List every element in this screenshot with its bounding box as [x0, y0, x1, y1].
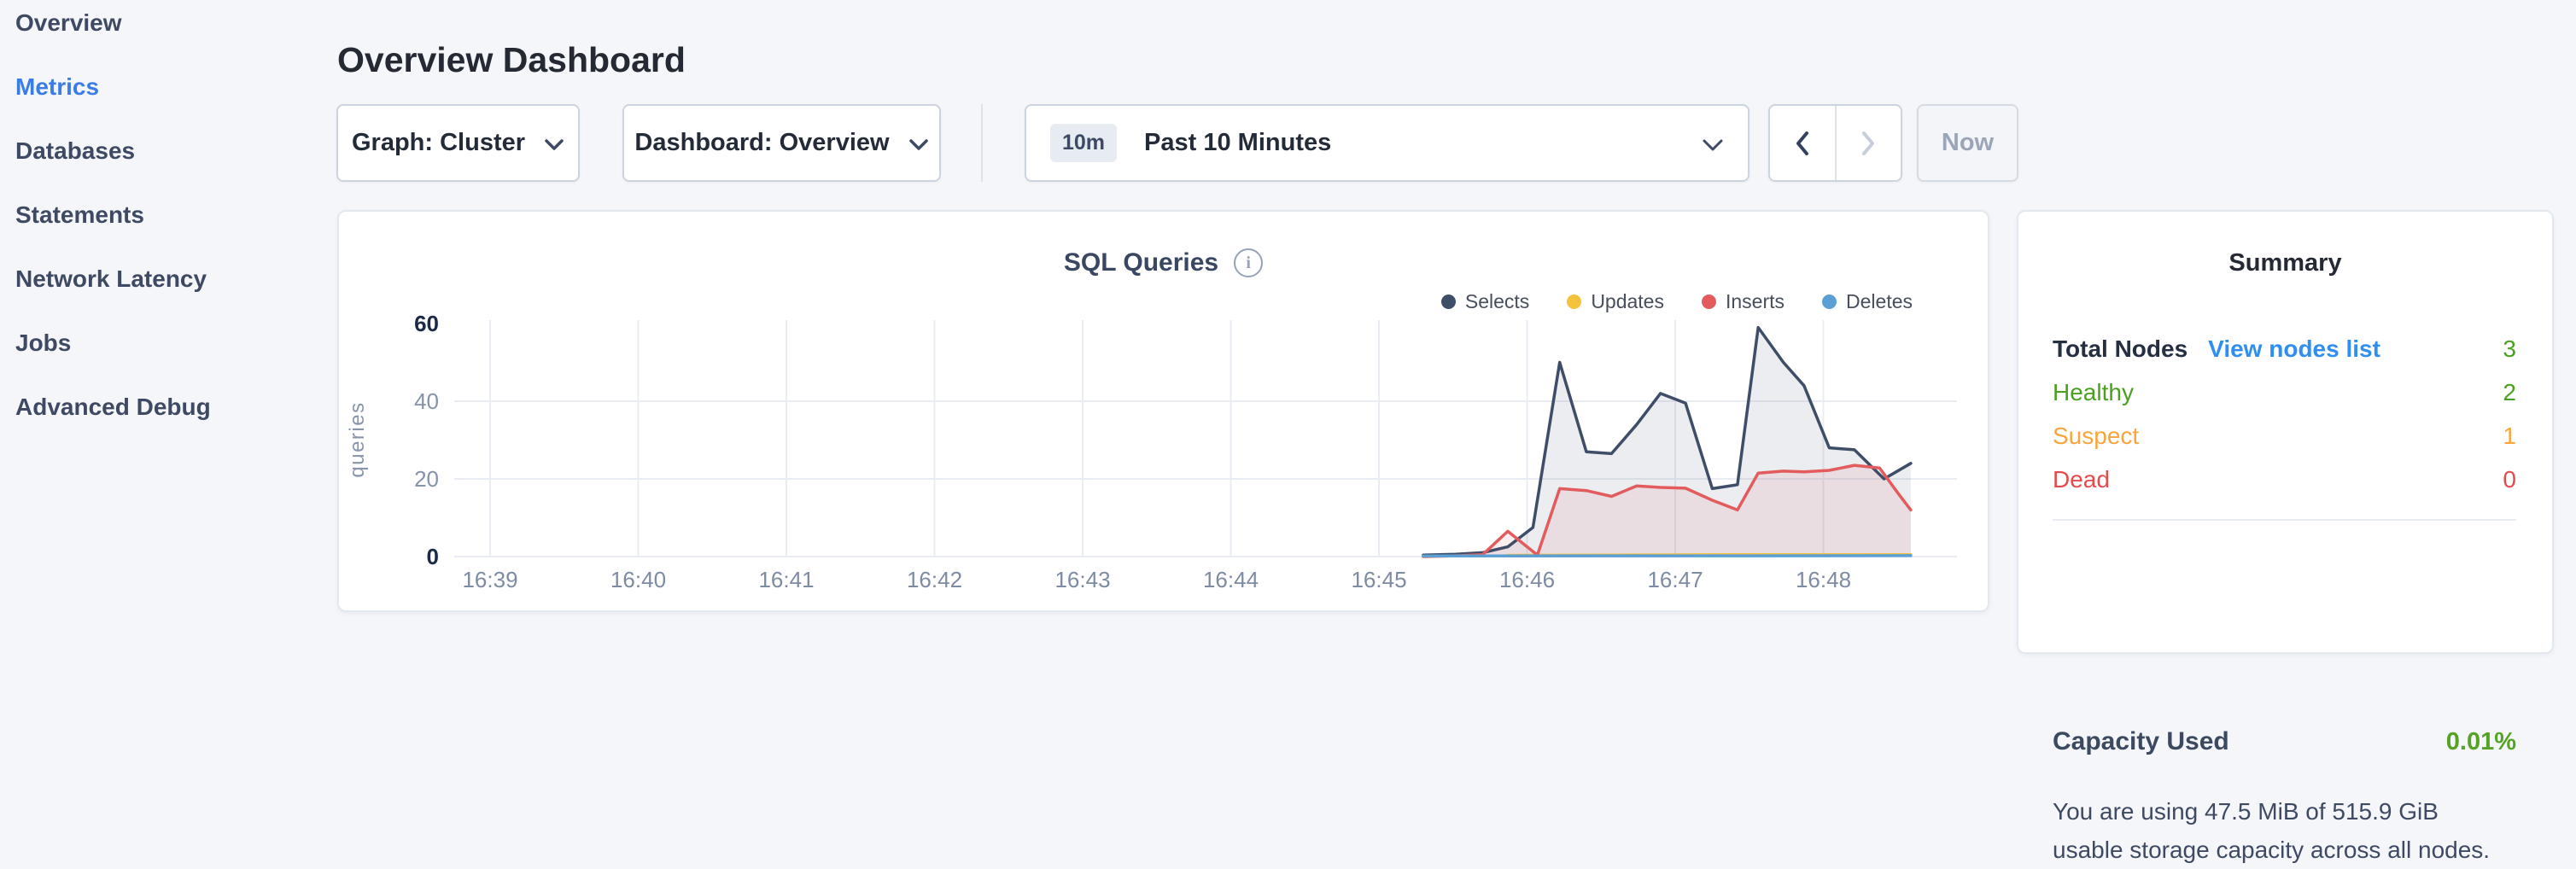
- now-button[interactable]: Now: [1917, 104, 2018, 182]
- summary-row-dead: Dead 0: [2053, 458, 2516, 501]
- dead-value: 0: [2503, 465, 2516, 493]
- chevron-down-icon: [908, 138, 929, 151]
- dashboard-dropdown-label: Dashboard: Overview: [634, 129, 890, 156]
- time-range-badge: 10m: [1050, 124, 1118, 162]
- legend-dot-icon: [1440, 295, 1456, 309]
- legend-item-inserts[interactable]: Inserts: [1701, 290, 1785, 313]
- time-range-label: Past 10 Minutes: [1144, 129, 1332, 156]
- capacity-used-value: 0.01%: [2445, 727, 2516, 755]
- sidebar-item-advanced-debug[interactable]: Advanced Debug: [15, 393, 211, 420]
- chevron-down-icon: [1702, 138, 1724, 152]
- legend-dot-icon: [1822, 295, 1837, 309]
- legend-label: Selects: [1464, 290, 1530, 312]
- legend-label: Updates: [1591, 290, 1664, 312]
- x-tick-label: 16:40: [610, 567, 667, 592]
- toolbar-divider: [981, 104, 983, 182]
- y-tick-label: 20: [414, 466, 439, 492]
- summary-title: Summary: [2228, 249, 2342, 277]
- capacity-used-label: Capacity Used: [2053, 727, 2229, 755]
- sql-queries-chart-card: SQL Queries i Selects Updates Inserts Delet…: [337, 210, 1989, 612]
- sidebar-item-metrics[interactable]: Metrics: [15, 73, 100, 100]
- legend-dot-icon: [1701, 295, 1716, 309]
- y-tick-label: 40: [414, 388, 439, 414]
- dead-label: Dead: [2053, 465, 2110, 493]
- dashboard-dropdown[interactable]: Dashboard: Overview: [622, 104, 941, 182]
- y-axis-labels: 0 20 40 60: [360, 311, 439, 569]
- legend-label: Inserts: [1725, 290, 1785, 312]
- x-tick-label: 16:42: [906, 567, 963, 592]
- time-window-arrows: [1768, 104, 1902, 182]
- info-icon[interactable]: i: [1234, 248, 1264, 277]
- legend-dot-icon: [1567, 295, 1582, 309]
- legend-item-updates[interactable]: Updates: [1567, 290, 1664, 313]
- chart-legend: Selects Updates Inserts Deletes: [1440, 290, 1913, 313]
- next-time-window-button[interactable]: [1837, 106, 1901, 180]
- graph-scope-dropdown-label: Graph: Cluster: [351, 129, 526, 156]
- x-tick-label: 16:44: [1202, 567, 1259, 592]
- x-tick-label: 16:46: [1498, 567, 1556, 592]
- x-tick-label: 16:47: [1647, 567, 1703, 592]
- sidebar-item-network-latency[interactable]: Network Latency: [15, 265, 207, 292]
- x-tick-label: 16:43: [1054, 567, 1111, 592]
- page-title: Overview Dashboard: [337, 40, 686, 80]
- sidebar: Overview Metrics Databases Statements Ne…: [15, 0, 306, 439]
- legend-item-deletes[interactable]: Deletes: [1822, 290, 1913, 313]
- summary-panel: Summary Total Nodes View nodes list 3 He…: [2017, 210, 2554, 863]
- capacity-used-row: Capacity Used 0.01%: [2053, 727, 2516, 756]
- x-tick-label: 16:45: [1351, 567, 1407, 592]
- time-range-selector[interactable]: 10m Past 10 Minutes: [1025, 104, 1749, 182]
- y-axis-title: queries: [346, 401, 369, 478]
- previous-time-window-button[interactable]: [1770, 106, 1837, 180]
- summary-row-suspect: Suspect 1: [2053, 414, 2516, 458]
- legend-item-selects[interactable]: Selects: [1440, 290, 1530, 313]
- summary-row-healthy: Healthy 2: [2053, 370, 2516, 414]
- x-tick-label: 16:39: [462, 567, 518, 592]
- summary-divider: [2053, 519, 2516, 521]
- chevron-down-icon: [544, 138, 564, 151]
- healthy-value: 2: [2503, 378, 2516, 405]
- total-nodes-label: Total Nodes: [2053, 335, 2188, 362]
- suspect-label: Suspect: [2053, 422, 2140, 449]
- capacity-description: You are using 47.5 MiB of 515.9 GiB usab…: [2053, 798, 2491, 863]
- suspect-value: 1: [2503, 422, 2516, 449]
- x-tick-label: 16:41: [758, 567, 815, 592]
- sidebar-item-jobs[interactable]: Jobs: [15, 329, 72, 356]
- x-axis-labels: 16:39 16:40 16:41 16:42 16:43 16:44 16:45 16:46…: [454, 567, 1957, 601]
- graph-scope-dropdown[interactable]: Graph: Cluster: [336, 104, 580, 182]
- sql-queries-plot: [454, 320, 1957, 558]
- view-nodes-list-link[interactable]: View nodes list: [2208, 335, 2380, 362]
- sidebar-item-statements[interactable]: Statements: [15, 201, 144, 228]
- sidebar-item-databases[interactable]: Databases: [15, 137, 136, 164]
- x-tick-label: 16:48: [1795, 567, 1852, 592]
- y-tick-label: 60: [414, 311, 439, 336]
- healthy-label: Healthy: [2053, 378, 2134, 405]
- total-nodes-value: 3: [2503, 335, 2516, 362]
- legend-label: Deletes: [1846, 290, 1913, 312]
- y-tick-label: 0: [426, 544, 439, 569]
- summary-row-total-nodes: Total Nodes View nodes list 3: [2053, 327, 2516, 370]
- sidebar-item-overview[interactable]: Overview: [15, 9, 122, 36]
- chart-title: SQL Queries: [1063, 248, 1219, 277]
